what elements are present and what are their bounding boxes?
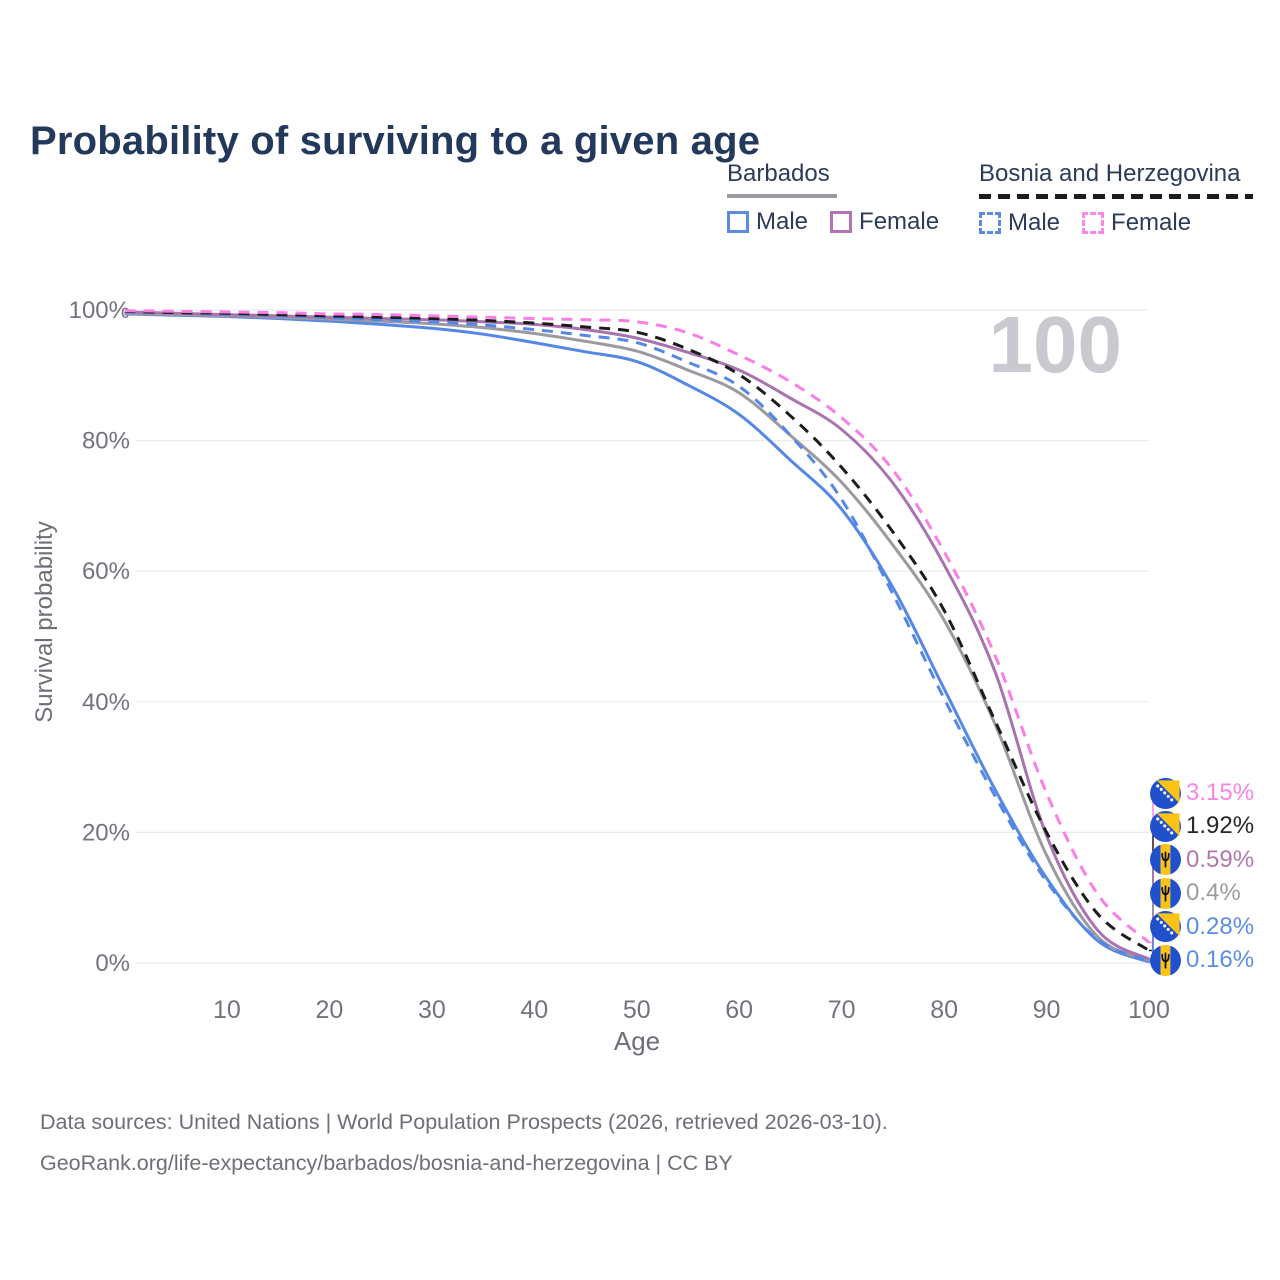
legend-item-bosnia-female[interactable]: Female [1082,209,1191,237]
end-value-row[interactable]: 0.28% [1150,910,1254,944]
legend-item-barbados-female[interactable]: Female [830,208,939,236]
legend-country-bosnia: Bosnia and Herzegovina [979,160,1241,187]
x-tick-label: 60 [725,996,753,1024]
end-value-label: 0.16% [1186,946,1255,973]
y-tick-label: 60% [82,558,130,585]
barbados-flag-icon [1150,844,1181,876]
barbados-male-swatch-icon [727,211,749,233]
y-tick-label: 0% [95,950,130,977]
bosnia-and-herzegovina-flag-icon [1150,911,1181,943]
x-tick-label: 40 [520,996,548,1024]
x-axis-title: Age [613,1026,661,1056]
legend-item-label: Female [859,208,940,235]
curve-barbados-male[interactable] [124,312,1150,964]
bosnia-and-herzegovina-flag-icon [1150,777,1181,809]
bosnia-line-style-swatch [979,194,1253,199]
y-tick-label: 40% [82,689,130,716]
end-value-row[interactable]: 1.92% [1150,809,1254,843]
x-tick-label: 50 [623,996,651,1024]
x-tick-label: 70 [828,996,856,1024]
x-tick-label: 80 [930,996,958,1024]
end-value-row[interactable]: 0.16% [1150,943,1254,977]
legend-item-label: Male [756,208,809,235]
curve-barbados-female[interactable] [124,310,1150,961]
barbados-flag-icon [1150,944,1181,976]
barbados-line-style-swatch [727,194,837,198]
footer: Data sources: United Nations | World Pop… [40,1102,888,1184]
attribution-text: GeoRank.org/life-expectancy/barbados/bos… [40,1151,733,1175]
barbados-female-swatch-icon [830,211,853,233]
data-sources-text: Data sources: United Nations | World Pop… [40,1110,888,1134]
curve-bosnia-and-herzegovina-both[interactable] [124,309,1150,952]
curve-bosnia-and-herzegovina-male[interactable] [124,310,1150,963]
end-value-row[interactable]: 3.15% [1150,776,1254,810]
x-tick-label: 90 [1033,996,1061,1024]
legend-item-bosnia-male[interactable]: Male [979,209,1060,237]
end-value-label: 3.15% [1186,779,1255,806]
legend-item-barbados-male[interactable]: Male [727,208,808,236]
y-tick-label: 100% [69,297,130,324]
legend-group-barbados: Barbados Male Female [727,160,939,236]
bosnia-male-swatch-icon [979,212,1001,234]
x-tick-label: 100 [1128,996,1170,1024]
end-value-label: 0.28% [1186,912,1255,940]
legend-group-bosnia: Bosnia and Herzegovina Male Female [979,160,1253,237]
end-value-label: 0.4% [1186,879,1241,907]
bosnia-female-swatch-icon [1082,212,1105,234]
end-value-row[interactable]: 0.4% [1150,876,1241,910]
end-value-label: 1.92% [1186,812,1255,840]
legend-item-label: Male [1008,209,1061,236]
y-axis-title: Survival probability [31,521,58,723]
x-tick-label: 30 [418,996,446,1024]
bosnia-and-herzegovina-flag-icon [1150,810,1181,842]
legend-item-label: Female [1111,209,1192,236]
end-value-row[interactable]: 0.59% [1150,843,1254,877]
y-tick-label: 80% [82,428,130,455]
curve-bosnia-and-herzegovina-female[interactable] [124,309,1151,944]
y-tick-label: 20% [82,819,130,846]
x-tick-label: 10 [213,996,241,1024]
legend-country-barbados: Barbados [727,160,830,187]
barbados-flag-icon [1150,877,1181,909]
chart-title: Probability of surviving to a given age [30,118,761,163]
curve-barbados-both[interactable] [124,311,1150,962]
x-tick-label: 20 [315,996,343,1024]
end-value-label: 0.59% [1186,845,1255,873]
age-watermark: 100 [989,300,1122,389]
